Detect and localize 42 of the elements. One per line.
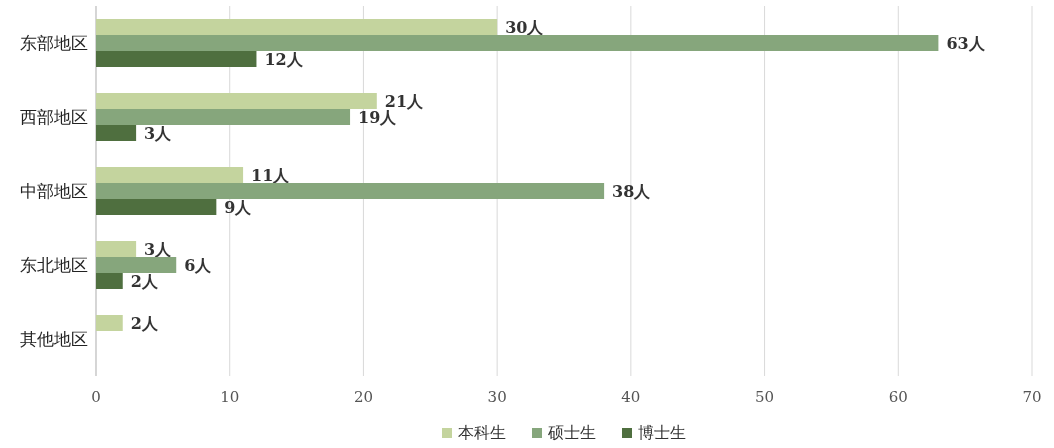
- data-label: 3人: [144, 124, 173, 143]
- bar: [96, 315, 123, 331]
- bar: [96, 167, 244, 183]
- data-label: 3人: [144, 240, 173, 259]
- x-tick-label: 30: [487, 388, 507, 406]
- x-tick-label: 40: [621, 388, 641, 406]
- data-label: 2人: [130, 314, 159, 333]
- y-tick-label: 东部地区: [20, 33, 88, 53]
- data-label: 6人: [184, 256, 213, 275]
- data-label: 9人: [224, 198, 253, 217]
- data-label: 19人: [358, 108, 398, 127]
- bar: [96, 51, 257, 67]
- x-tick-label: 50: [755, 388, 775, 406]
- data-label: 30人: [505, 18, 545, 37]
- bar: [96, 273, 123, 289]
- bar: [96, 125, 137, 141]
- bar: [96, 199, 217, 215]
- x-tick-label: 10: [220, 388, 240, 406]
- x-tick-label: 0: [91, 388, 101, 406]
- bar: [96, 93, 377, 109]
- data-label: 2人: [130, 272, 159, 291]
- bar: [96, 19, 498, 35]
- x-tick-label: 60: [888, 388, 908, 406]
- data-label: 11人: [251, 166, 291, 185]
- bar: [96, 241, 137, 257]
- bar: [96, 257, 177, 273]
- legend-label: 本科生: [458, 423, 506, 442]
- data-label: 12人: [264, 50, 304, 69]
- y-tick-label: 西部地区: [20, 107, 88, 127]
- y-tick-label: 中部地区: [20, 181, 88, 201]
- bar: [96, 183, 605, 199]
- bar: [96, 35, 939, 51]
- bar: [96, 109, 351, 125]
- data-label: 63人: [946, 34, 986, 53]
- data-label: 21人: [384, 92, 425, 111]
- y-tick-label: 其他地区: [20, 329, 88, 349]
- legend-label: 博士生: [638, 423, 686, 442]
- y-tick-label: 东北地区: [20, 255, 88, 275]
- x-tick-label: 20: [353, 388, 373, 406]
- legend-label: 硕士生: [547, 423, 596, 442]
- x-tick-label: 70: [1022, 388, 1042, 406]
- data-label: 38人: [612, 182, 652, 201]
